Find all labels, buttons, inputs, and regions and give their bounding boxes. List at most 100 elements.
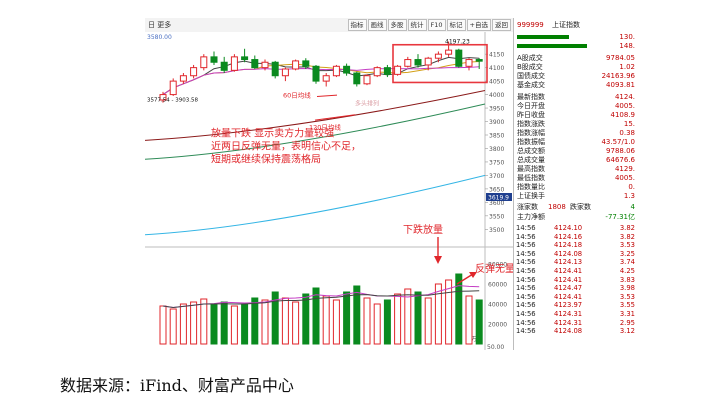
info-value: 9784.05 [606,54,635,62]
toolbar-button-6[interactable]: +自选 [466,19,491,31]
candle-body [159,94,167,101]
candle-body [210,56,218,63]
tick-price: 4124.10 [554,224,583,232]
info-value: 4005. [614,102,635,110]
info-value: 0. [628,183,635,191]
volume-bar [414,291,422,345]
price-tick-label: 4100 [489,65,504,72]
tick-time: 14:56 [516,292,536,301]
volume-tick-label: 20000 [488,322,507,329]
tick-volume: 3.55 [619,301,635,310]
tick-time: 14:56 [516,267,536,275]
info-value: 4005. [614,174,635,182]
toolbar-button-0[interactable]: 指标 [347,19,367,31]
volume-unit-label: 万 [471,336,477,343]
volume-bar [292,301,300,345]
main-annotation-line: 放量下跌 显示卖方力量较强 [211,126,334,139]
tick-time: 14:56 [516,232,536,241]
volume-tick-label: 80000 [488,262,507,269]
info-row: 总成交量 64676.6 [514,156,637,165]
tick-time: 14:56 [516,301,536,310]
ma120-arrow [314,114,356,121]
tick-volume: 3.98 [619,284,635,293]
candle-body [322,75,330,82]
volume-bar [455,273,463,345]
candle-body [281,68,289,77]
tick-time: 14:56 [516,284,536,293]
info-value: 4093.81 [606,81,635,89]
top-left-value: 3580.00 [147,34,172,41]
toolbar-button-7[interactable]: 返回 [492,19,511,31]
volume-drop-annotation: 下跌放量 [403,223,443,236]
info-row: 国债成交 24163.96 [514,72,637,81]
toolbar-button-4[interactable]: F10 [427,19,446,31]
info-row: 指数振幅 43.57/1.0 [514,138,637,147]
info-label: 基金成交 [517,81,545,89]
faint-label: 多头排列 [355,99,379,107]
info-row: 指数涨跌 15. [514,120,637,129]
info-label: 国债成交 [517,72,545,80]
info-row: 昨日收盘 4108.9 [514,111,637,120]
price-tick-label: 3500 [489,227,504,234]
tick-price: 4124.31 [554,318,583,327]
high-price-label: 4197.23 [445,38,470,45]
volume-tick-label: 40000 [488,302,507,309]
info-label: 指数涨跌 [517,120,545,128]
tick-time: 14:56 [516,275,536,284]
info-row: 最低指数 4005. [514,174,637,183]
net-flow-row: 主力净额 -77.31亿 [514,213,637,222]
candle-body [404,59,412,67]
info-row: 今日开盘 4005. [514,102,637,111]
tick-price: 4124.08 [554,249,583,258]
tick-price: 4124.47 [554,284,583,293]
price-tick-label: 4000 [489,92,504,99]
down-count-value: 4 [630,203,635,211]
candle-body [343,65,351,74]
volume-bar [190,301,198,345]
volume-drop-arrowhead [434,256,442,264]
info-label: 最低指数 [517,174,545,182]
volume-bar [475,299,483,345]
tick-row: 14:56 4124.08 3.25 [514,250,637,259]
info-label: 总成交量 [517,156,545,164]
price-tick-label: 3650 [489,186,504,193]
candle-body [475,59,483,62]
info-value: 4124. [614,93,635,101]
toolbar-button-5[interactable]: 标记 [446,19,466,31]
candle-body [363,75,371,85]
toolbar-button-3[interactable]: 统计 [407,19,427,31]
volume-bar [179,303,187,345]
info-row: 指数量比 0. [514,183,637,192]
candle-body [251,59,259,69]
candle-body [455,49,463,67]
info-value: 9788.06 [606,147,635,155]
info-label: 最新指数 [517,93,545,101]
tick-volume: 3.25 [619,249,635,258]
toolbar-button-1[interactable]: 画线 [367,19,387,31]
candle-body [271,61,279,77]
info-label: 上证换手 [517,192,545,200]
tick-row: 14:56 4124.13 3.74 [514,258,637,267]
volume-bar [404,288,412,345]
up-count-value: 1808 [548,203,566,211]
tick-volume: 3.53 [619,241,635,250]
volume-tick-label: 60000 [488,282,507,289]
main-annotation-line: 近两日反弹无量，表明信心不足， [211,139,361,152]
tick-row: 14:56 4124.31 2.95 [514,319,637,328]
toolbar-period-label[interactable]: 日 更多 [148,21,172,29]
kline-chart[interactable]: 4150 4100 4050 4000 3950 3900 3850 3800 3750 3700… [145,32,513,350]
volume-bar [220,301,228,345]
volume-bottom-tick: 50.00 [487,344,504,350]
candle-body [200,56,208,69]
current-price-label: 3619.9 [488,194,509,201]
volume-bar [312,287,320,345]
toolbar-button-2[interactable]: 多股 [387,19,407,31]
tick-time: 14:56 [516,224,536,232]
info-row: 最高指数 4129. [514,165,637,174]
info-label: A股成交 [517,54,543,62]
index-code: 999999 [517,21,544,29]
ma60-annotation: 60日均线 [283,90,311,99]
low-price-label: 3577.54 - 3903.58 [147,97,198,103]
volume-bar [302,293,310,345]
rebound-arrow-line [456,273,474,285]
